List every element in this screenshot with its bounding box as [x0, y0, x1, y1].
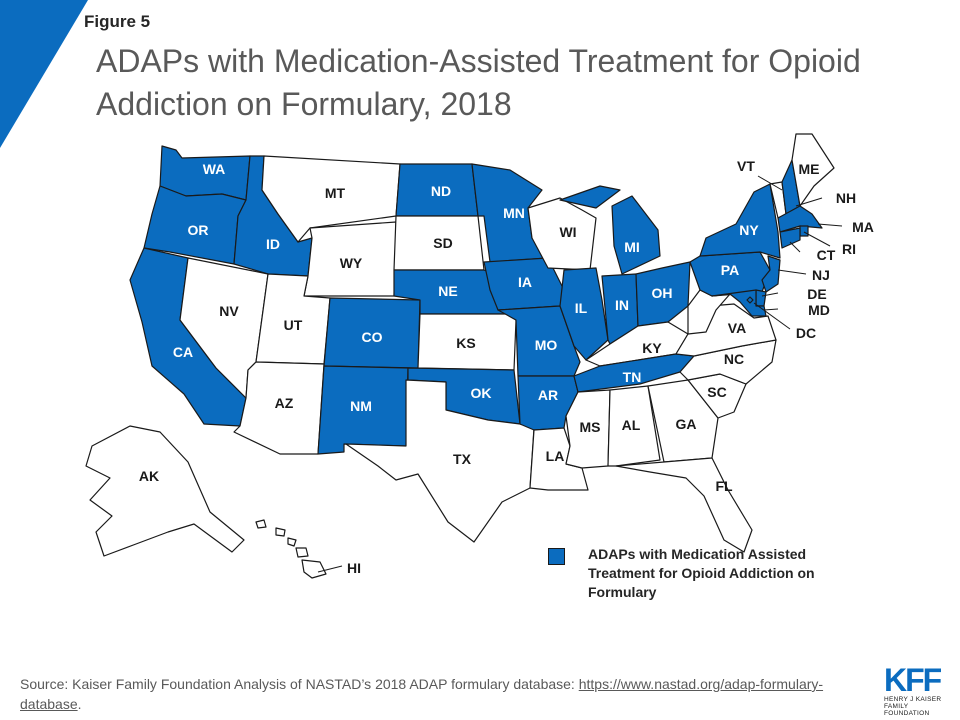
state-label-OK: OK — [471, 385, 492, 401]
source-note: Source: Kaiser Family Foundation Analysi… — [20, 674, 870, 714]
state-label-AK: AK — [139, 468, 159, 484]
state-label-ND: ND — [431, 183, 451, 199]
state-label-NE: NE — [438, 283, 457, 299]
state-label-SD: SD — [433, 235, 452, 251]
state-label-MA: MA — [852, 219, 874, 235]
state-label-MO: MO — [535, 337, 558, 353]
state-GA — [647, 379, 719, 463]
state-RI — [799, 225, 809, 237]
state-label-IN: IN — [615, 297, 629, 313]
state-label-DE: DE — [807, 286, 826, 302]
state-label-AZ: AZ — [275, 395, 294, 411]
state-label-VA: VA — [728, 320, 746, 336]
state-MD — [711, 289, 767, 317]
state-MI — [559, 185, 661, 275]
state-label-NC: NC — [724, 351, 744, 367]
state-label-FL: FL — [715, 478, 733, 494]
state-IL — [559, 267, 609, 361]
state-label-HI: HI — [347, 560, 361, 576]
state-label-MT: MT — [325, 185, 346, 201]
legend-swatch — [548, 548, 565, 565]
kff-logo: KFF HENRY J KAISER FAMILY FOUNDATION — [884, 662, 954, 717]
corner-accent — [0, 0, 88, 148]
state-label-NJ: NJ — [812, 267, 830, 283]
state-label-DC: DC — [796, 325, 816, 341]
logo-sub-line1: HENRY J KAISER — [884, 696, 942, 703]
state-label-WI: WI — [559, 224, 576, 240]
state-label-UT: UT — [284, 317, 303, 333]
state-label-MD: MD — [808, 302, 830, 318]
state-AK — [85, 425, 245, 557]
page-title: ADAPs with Medication-Assisted Treatment… — [96, 43, 861, 122]
state-label-RI: RI — [842, 241, 856, 257]
state-label-IL: IL — [575, 300, 588, 316]
state-label-CA: CA — [173, 344, 193, 360]
state-VA — [675, 303, 777, 357]
state-label-NV: NV — [219, 303, 239, 319]
state-label-LA: LA — [546, 448, 565, 464]
state-label-AL: AL — [622, 417, 641, 433]
legend-label: ADAPs with Medication Assisted Treatment… — [588, 546, 815, 600]
state-label-CO: CO — [362, 329, 383, 345]
legend: ADAPs with Medication Assisted Treatment… — [548, 545, 868, 602]
figure-label: Figure 5 — [84, 12, 151, 31]
state-label-GA: GA — [676, 416, 697, 432]
state-AL — [607, 385, 661, 467]
source-suffix: . — [77, 696, 82, 712]
state-label-AR: AR — [538, 387, 558, 403]
state-label-CT: CT — [817, 247, 836, 263]
state-label-PA: PA — [721, 262, 739, 278]
state-KS — [417, 313, 517, 371]
state-DC — [746, 296, 754, 304]
state-FL — [615, 457, 753, 553]
state-TX — [345, 379, 535, 543]
state-label-ID: ID — [266, 236, 280, 252]
state-label-SC: SC — [707, 384, 726, 400]
state-NY — [699, 183, 781, 259]
state-label-TX: TX — [453, 451, 472, 467]
state-DE — [755, 289, 767, 307]
source-link[interactable]: https://www.nastad.org/adap-formulary-da… — [20, 676, 824, 712]
state-label-KS: KS — [456, 335, 475, 351]
state-label-MS: MS — [580, 419, 601, 435]
logo-sub-line2: FAMILY FOUNDATION — [884, 703, 930, 717]
logo-main: KFF — [884, 662, 942, 698]
state-label-NM: NM — [350, 398, 372, 414]
state-label-ME: ME — [799, 161, 820, 177]
state-label-OR: OR — [188, 222, 209, 238]
state-CT — [779, 227, 801, 249]
state-label-IA: IA — [518, 274, 532, 290]
state-label-WY: WY — [340, 255, 363, 271]
state-label-MI: MI — [624, 239, 640, 255]
source-text: Source: Kaiser Family Foundation Analysi… — [20, 676, 579, 692]
state-label-NY: NY — [739, 222, 759, 238]
state-label-MN: MN — [503, 205, 525, 221]
state-HI — [255, 519, 327, 579]
state-label-TN: TN — [623, 369, 642, 385]
state-label-KY: KY — [642, 340, 662, 356]
state-label-WA: WA — [203, 161, 226, 177]
state-label-NH: NH — [836, 190, 856, 206]
state-label-VT: VT — [737, 158, 755, 174]
state-label-OH: OH — [652, 285, 673, 301]
